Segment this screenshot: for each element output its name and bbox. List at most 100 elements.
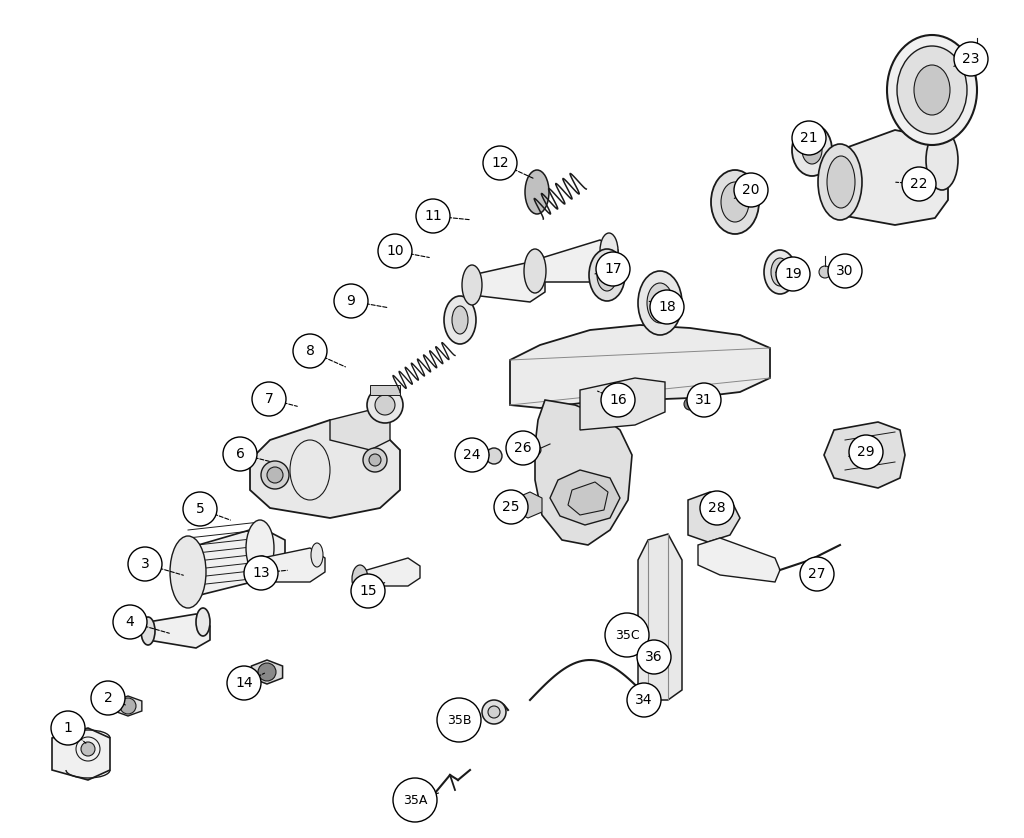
- Ellipse shape: [827, 156, 855, 208]
- Circle shape: [601, 383, 635, 417]
- Text: 16: 16: [609, 393, 627, 407]
- Circle shape: [627, 683, 662, 717]
- Circle shape: [684, 398, 696, 410]
- Circle shape: [367, 387, 403, 423]
- Polygon shape: [568, 482, 608, 515]
- Ellipse shape: [764, 250, 796, 294]
- Polygon shape: [516, 492, 542, 518]
- Polygon shape: [330, 410, 390, 450]
- Text: 35A: 35A: [402, 794, 427, 806]
- Polygon shape: [698, 538, 780, 582]
- Ellipse shape: [600, 233, 618, 269]
- Polygon shape: [550, 470, 620, 525]
- Circle shape: [437, 698, 481, 742]
- Polygon shape: [52, 728, 110, 780]
- Circle shape: [375, 395, 395, 415]
- Ellipse shape: [170, 536, 206, 608]
- Ellipse shape: [529, 251, 545, 283]
- Circle shape: [819, 266, 831, 278]
- Text: 6: 6: [236, 447, 245, 461]
- Text: 8: 8: [305, 344, 314, 358]
- Ellipse shape: [141, 617, 155, 645]
- Ellipse shape: [246, 520, 274, 576]
- Polygon shape: [360, 558, 420, 586]
- Text: 34: 34: [635, 693, 652, 707]
- Text: 11: 11: [424, 209, 442, 223]
- Ellipse shape: [914, 65, 950, 115]
- Text: 35C: 35C: [614, 628, 639, 642]
- Ellipse shape: [589, 249, 625, 301]
- Text: 25: 25: [502, 500, 520, 514]
- Circle shape: [954, 42, 988, 76]
- Circle shape: [351, 574, 385, 608]
- Circle shape: [244, 556, 278, 590]
- Polygon shape: [580, 378, 665, 430]
- Text: 4: 4: [126, 615, 134, 629]
- Polygon shape: [535, 400, 632, 545]
- Circle shape: [734, 173, 768, 207]
- Circle shape: [128, 547, 162, 581]
- Polygon shape: [188, 527, 285, 598]
- Polygon shape: [840, 130, 948, 225]
- Ellipse shape: [462, 265, 482, 305]
- Polygon shape: [262, 548, 325, 582]
- Ellipse shape: [638, 271, 682, 335]
- Text: 13: 13: [252, 566, 269, 580]
- Ellipse shape: [721, 182, 749, 222]
- Circle shape: [488, 706, 500, 718]
- Circle shape: [902, 167, 936, 201]
- Text: 5: 5: [196, 502, 205, 516]
- Circle shape: [455, 438, 489, 472]
- Circle shape: [81, 742, 95, 756]
- Circle shape: [416, 199, 450, 233]
- Circle shape: [334, 284, 368, 318]
- Circle shape: [531, 445, 541, 455]
- Text: 30: 30: [837, 264, 854, 278]
- Text: 9: 9: [346, 294, 355, 308]
- Circle shape: [113, 605, 147, 639]
- Text: 31: 31: [695, 393, 713, 407]
- Polygon shape: [510, 325, 770, 408]
- Circle shape: [183, 492, 217, 526]
- Text: 35B: 35B: [446, 713, 471, 727]
- Text: 3: 3: [140, 557, 150, 571]
- Circle shape: [267, 467, 283, 483]
- Ellipse shape: [711, 170, 759, 234]
- Polygon shape: [688, 492, 740, 542]
- Circle shape: [972, 45, 982, 55]
- Circle shape: [293, 334, 327, 368]
- Text: 14: 14: [236, 676, 253, 690]
- Circle shape: [849, 435, 883, 469]
- Text: 10: 10: [386, 244, 403, 258]
- Ellipse shape: [311, 543, 323, 567]
- Ellipse shape: [444, 296, 476, 344]
- Circle shape: [792, 121, 826, 155]
- Circle shape: [828, 254, 862, 288]
- Text: 28: 28: [709, 501, 726, 515]
- Circle shape: [261, 461, 289, 489]
- Circle shape: [494, 490, 528, 524]
- Polygon shape: [370, 385, 400, 395]
- Text: 19: 19: [784, 267, 802, 281]
- Text: 21: 21: [800, 131, 818, 145]
- Ellipse shape: [926, 130, 958, 190]
- Text: 23: 23: [963, 52, 980, 66]
- Ellipse shape: [597, 259, 617, 291]
- Text: 29: 29: [857, 445, 874, 459]
- Circle shape: [700, 491, 734, 525]
- Ellipse shape: [771, 258, 790, 286]
- Ellipse shape: [887, 35, 977, 145]
- Polygon shape: [114, 696, 142, 716]
- Circle shape: [227, 666, 261, 700]
- Circle shape: [637, 640, 671, 674]
- Circle shape: [483, 146, 517, 180]
- Circle shape: [687, 383, 721, 417]
- Circle shape: [120, 698, 136, 714]
- Circle shape: [393, 778, 437, 822]
- Circle shape: [258, 663, 276, 681]
- Ellipse shape: [452, 306, 468, 334]
- Text: 17: 17: [604, 262, 622, 276]
- Polygon shape: [638, 534, 682, 700]
- Circle shape: [650, 290, 684, 324]
- Polygon shape: [824, 422, 905, 488]
